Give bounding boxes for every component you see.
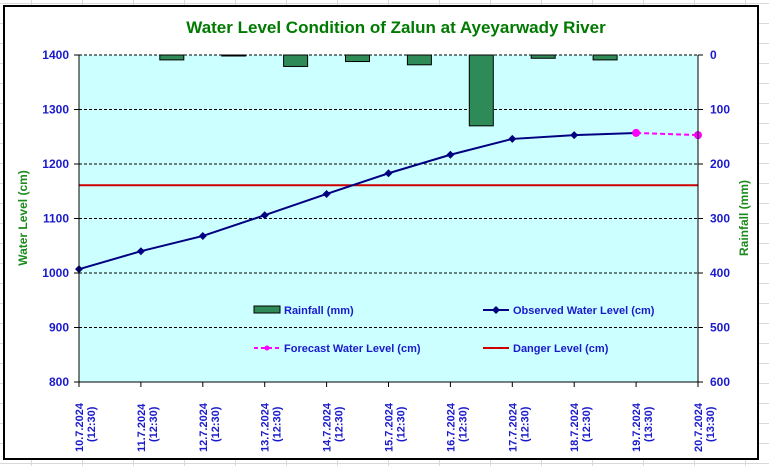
- right-tick-label: 600: [710, 375, 730, 389]
- x-tick-label: 18.7.2024(12:30): [569, 402, 593, 452]
- right-tick-label: 200: [710, 157, 730, 171]
- rainfall-bar: [530, 54, 556, 59]
- chart-title: Water Level Condition of Zalun at Ayeyar…: [186, 18, 606, 37]
- rainfall-bar: [159, 54, 185, 61]
- observed-point: [322, 189, 331, 198]
- forecast-line: [636, 131, 699, 137]
- x-tick-label: 19.7.2024(13:30): [631, 402, 655, 452]
- legend-forecast-label: Forecast Water Level (cm): [284, 343, 421, 355]
- right-tick-label: 500: [710, 321, 730, 335]
- legend-rainfall-label: Rainfall (mm): [284, 305, 354, 317]
- rainfall-bar: [468, 54, 494, 127]
- observed-point: [570, 131, 579, 140]
- legend-forecast-marker: [264, 345, 270, 351]
- x-tick-label: 10.7.2024(12:30): [74, 402, 98, 452]
- rainfall-bar: [406, 54, 432, 66]
- x-tick-label: 20.7.2024(13:30): [693, 402, 717, 452]
- right-tick-label: 300: [710, 212, 730, 226]
- left-tick-label: 1100: [43, 212, 69, 226]
- x-tick-label: 15.7.2024(12:30): [384, 402, 408, 452]
- right-tick-label: 100: [710, 103, 730, 117]
- legend-danger-label: Danger Level (cm): [513, 343, 609, 355]
- right-tick-label: 0: [710, 48, 717, 62]
- left-axis-ticks: 1400 1300 1200 1100 1000 900 800: [42, 48, 79, 389]
- left-tick-label: 800: [49, 375, 69, 389]
- left-axis-title: Water Level (cm): [16, 170, 30, 266]
- x-tick-label: 11.7.2024(12:30): [136, 403, 160, 452]
- legend-observed-marker: [492, 306, 500, 314]
- rainfall-bar: [283, 54, 309, 67]
- left-tick-label: 900: [49, 321, 69, 335]
- observed-point: [198, 231, 207, 240]
- rainfall-bar: [345, 54, 370, 63]
- legend: Rainfall (mm) Observed Water Level (cm) Fo…: [253, 305, 655, 355]
- observed-point: [136, 247, 145, 256]
- rainfall-bar: [592, 54, 618, 61]
- x-tick-label: 14.7.2024(12:30): [322, 402, 346, 452]
- observed-point: [446, 150, 455, 159]
- legend-observed-label: Observed Water Level (cm): [513, 305, 655, 317]
- x-axis-ticks: 10.7.2024(12:30) 11.7.2024(12:30) 12.7.202…: [74, 382, 717, 452]
- right-tick-label: 400: [710, 266, 730, 280]
- legend-rainfall-swatch: [253, 305, 281, 314]
- observed-point: [508, 134, 517, 143]
- rainfall-bar: [221, 54, 247, 57]
- observed-point: [384, 169, 393, 178]
- right-axis-title: Rainfall (mm): [737, 180, 751, 256]
- forecast-point: [632, 128, 641, 137]
- rainfall-series: [159, 54, 618, 127]
- left-tick-label: 1400: [42, 48, 69, 62]
- x-tick-label: 17.7.2024(12:30): [507, 402, 531, 452]
- x-tick-label: 12.7.2024(12:30): [198, 402, 222, 452]
- left-tick-label: 1000: [42, 266, 69, 280]
- observed-point: [260, 211, 269, 220]
- left-tick-label: 1300: [42, 103, 69, 117]
- observed-line: [78, 131, 637, 271]
- right-axis-ticks: 0 100 200 300 400 500 600: [698, 48, 730, 389]
- x-tick-label: 16.7.2024(12:30): [445, 402, 469, 452]
- left-tick-label: 1200: [42, 157, 69, 171]
- x-tick-label: 13.7.2024(12:30): [260, 402, 284, 452]
